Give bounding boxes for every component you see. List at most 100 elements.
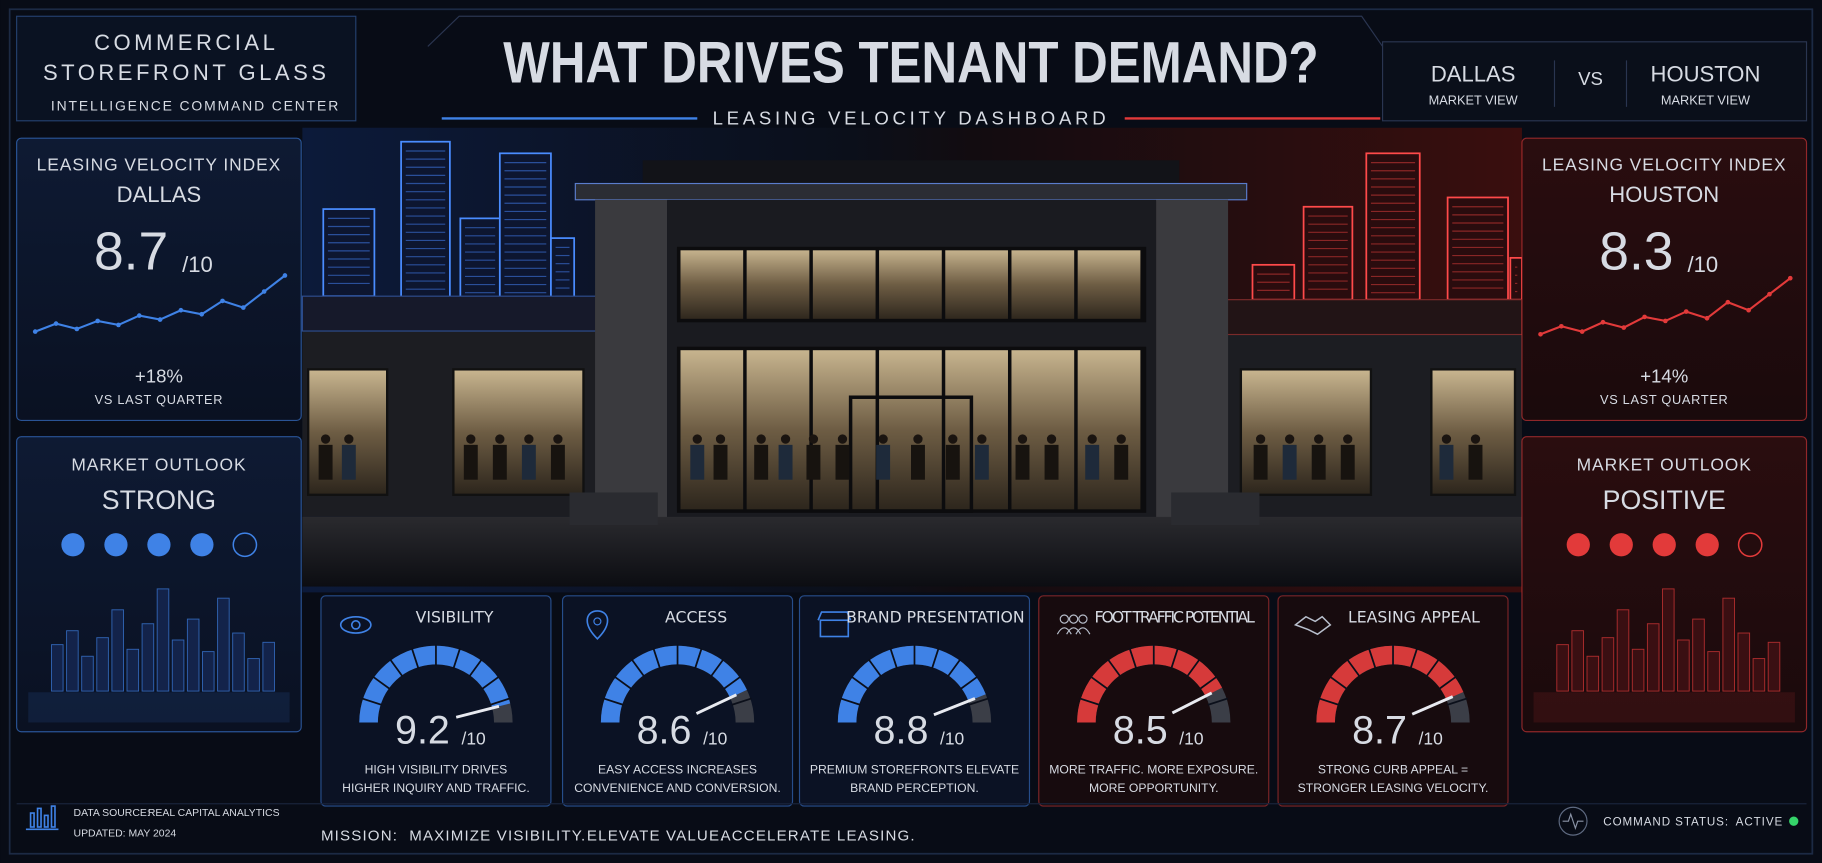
city: DALLAS — [117, 182, 202, 207]
page-title: WHAT DRIVES TENANT DEMAND? — [503, 31, 1318, 96]
gauge-segment — [631, 658, 645, 677]
index-title: LEASING VELOCITY INDEX — [1542, 155, 1787, 175]
trend-point — [116, 322, 121, 328]
driver-description: PREMIUM STOREFRONTS ELEVATE — [810, 762, 1019, 776]
mannequin — [1255, 434, 1266, 444]
index-max: /10 — [1687, 252, 1718, 277]
mannequin — [878, 434, 888, 444]
gauge-segment — [489, 697, 511, 706]
driver-card — [1277, 595, 1509, 807]
mission-item: MAXIMIZE VISIBILITY. — [409, 827, 586, 844]
source-label: DATA SOURCE: — [74, 808, 150, 819]
mannequin — [1340, 444, 1355, 480]
change-label: VS LAST QUARTER — [95, 392, 223, 407]
storefront-scene — [301, 127, 1523, 593]
card-icon — [339, 615, 372, 634]
mannequin — [1085, 444, 1100, 480]
gauge-segment — [389, 658, 404, 677]
mannequin — [911, 444, 925, 480]
brand-box — [16, 15, 357, 122]
mannequin — [1285, 434, 1295, 444]
trend-point — [1767, 291, 1772, 297]
mannequin — [466, 434, 476, 444]
mannequin — [1439, 444, 1454, 480]
gauge-needle — [933, 697, 976, 717]
card-icon — [1075, 627, 1091, 635]
skyline-water — [28, 692, 290, 723]
gauge-segment — [1446, 697, 1468, 706]
gauge-segment — [1438, 676, 1457, 690]
mannequin — [1282, 444, 1297, 480]
trend-point — [74, 326, 80, 332]
gauge-segment — [960, 676, 978, 690]
gauge-segment — [889, 648, 898, 669]
driver-card — [798, 595, 1031, 807]
gauge-needle — [695, 693, 738, 715]
tower — [498, 152, 552, 301]
trend-point — [1704, 315, 1710, 321]
mannequin — [1314, 434, 1324, 444]
canopy — [574, 182, 1248, 201]
skyline-building — [262, 641, 275, 692]
mannequin — [320, 434, 331, 444]
skyline-building — [81, 655, 94, 692]
mannequin — [495, 434, 505, 444]
gauge-segment — [694, 648, 703, 669]
gauge-needle — [455, 704, 500, 719]
index-panel — [16, 137, 302, 422]
tower — [1302, 205, 1354, 301]
driver-description: STRONGER LEASING VELOCITY. — [1298, 781, 1489, 795]
index-score: 8.7 — [94, 223, 168, 282]
brand-sub: INTELLIGENCE COMMAND CENTER — [51, 98, 340, 114]
skyline-building — [51, 644, 64, 692]
driver-description: EASY ACCESS INCREASES — [598, 762, 757, 776]
gauge-segment — [723, 676, 742, 690]
skyline-building — [1692, 618, 1705, 692]
trend-point — [261, 289, 267, 294]
outlook: STRONG — [102, 485, 216, 515]
skyline-building — [247, 658, 260, 692]
mannequin — [318, 444, 333, 480]
gauge-segment — [1425, 658, 1440, 677]
gauge-segment — [1368, 648, 1377, 669]
trend-point — [241, 305, 246, 310]
gauge-segment — [1128, 648, 1137, 669]
outlook-dot — [1652, 533, 1676, 557]
driver-score: 8.7 — [1352, 708, 1407, 752]
gauge-segment — [1318, 697, 1340, 706]
outlook-dot — [232, 532, 258, 558]
skyline-building — [141, 623, 155, 692]
mannequin — [715, 434, 726, 444]
gauge-fill — [1077, 645, 1223, 723]
lower-glass — [676, 346, 1147, 513]
mission-item: ELEVATE VALUE. — [587, 827, 726, 844]
mannequin — [835, 444, 850, 480]
trend-point — [1787, 275, 1793, 281]
mannequin — [1017, 434, 1028, 444]
index-max: /10 — [182, 252, 213, 277]
status: ACTIVE — [1736, 815, 1784, 828]
mannequin — [806, 444, 821, 480]
skyline-building — [1586, 655, 1600, 692]
gauge-segment — [947, 658, 961, 677]
gauge-segment — [931, 648, 940, 669]
roof — [642, 160, 1180, 186]
wing-roof — [1225, 299, 1523, 336]
skyline-building — [232, 632, 245, 692]
mannequin — [948, 434, 958, 444]
updated: UPDATED: MAY 2024 — [74, 829, 177, 840]
mannequin — [1253, 444, 1268, 480]
mannequin — [1015, 444, 1030, 480]
outlook-dot — [1737, 532, 1763, 558]
driver-card — [320, 595, 552, 807]
gauge-segment — [481, 676, 500, 690]
outer-frame — [8, 8, 1814, 855]
change: +14% — [1640, 365, 1688, 386]
change: +18% — [135, 365, 183, 386]
mannequin — [913, 434, 923, 444]
trend-point — [32, 329, 38, 334]
driver-cards: VISIBILITY 9.2/10 HIGH VISIBILITY DRIVES HI… — [320, 595, 1509, 807]
gauge-segment — [868, 658, 882, 677]
gauge-segment — [1409, 648, 1418, 669]
